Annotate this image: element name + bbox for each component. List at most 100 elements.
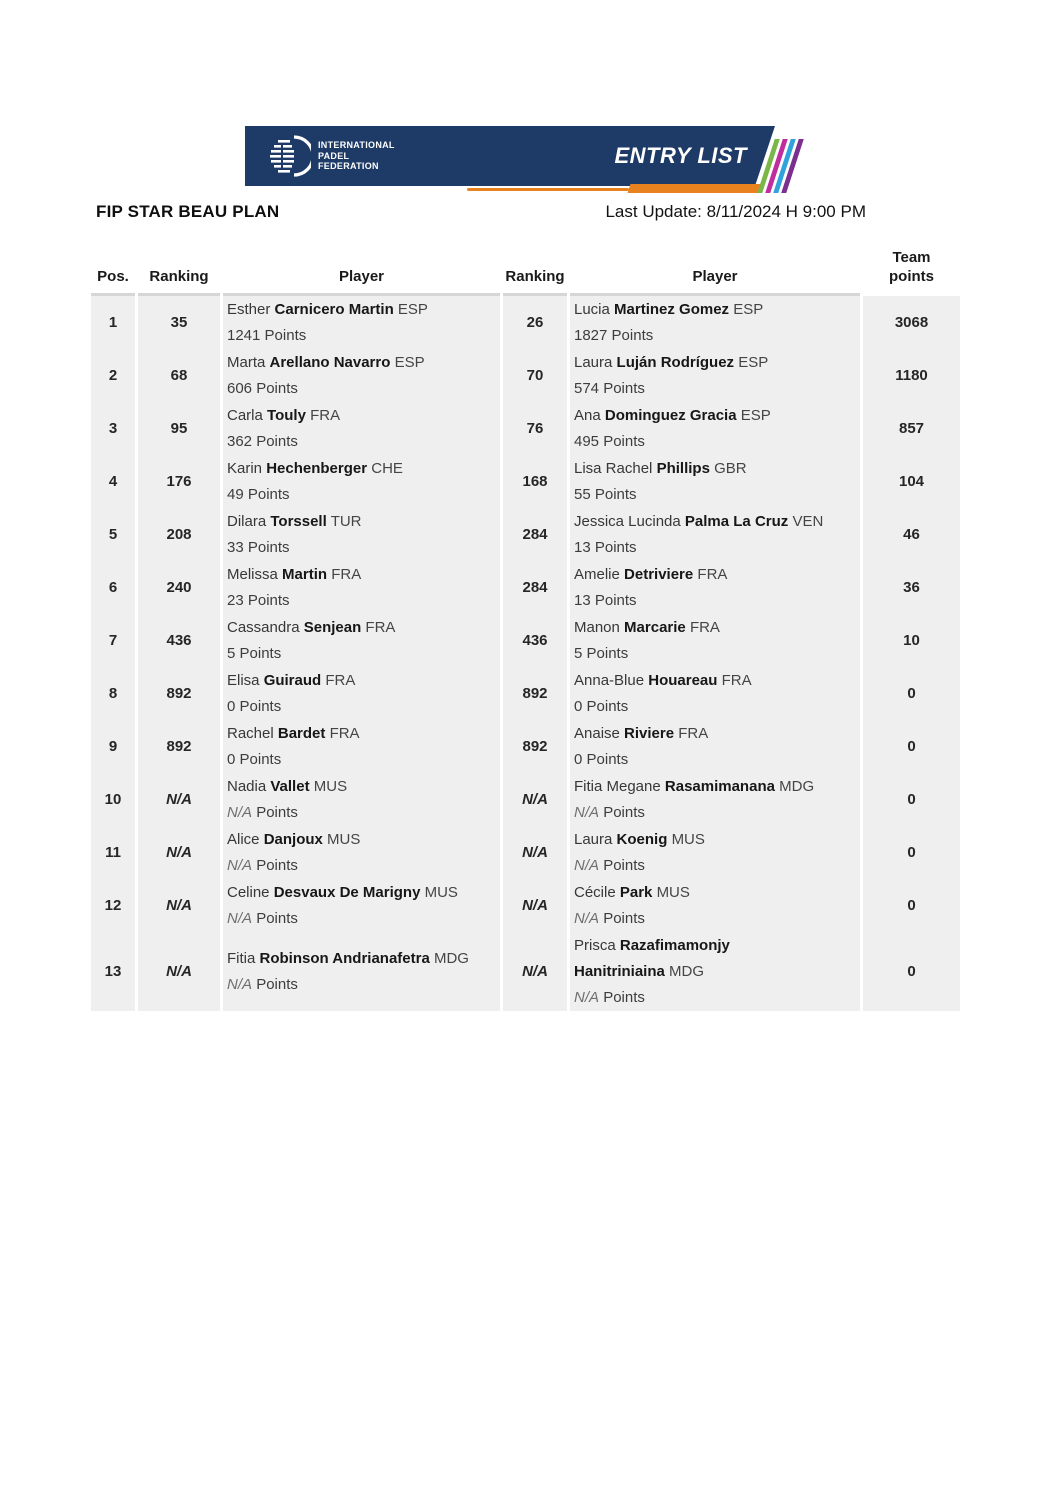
ranking2-cell: 284	[503, 561, 567, 614]
team-points-cell: 1180	[863, 349, 960, 402]
player1-cell: Marta Arellano Navarro ESP 606 Points	[223, 349, 500, 402]
col-header-ranking2: Ranking	[503, 248, 567, 296]
position-cell: 2	[91, 349, 135, 402]
ranking2-cell: 168	[503, 455, 567, 508]
col-header-team-points: Team points	[889, 249, 934, 285]
position-cell: 3	[91, 402, 135, 455]
player1-cell: Karin Hechenberger CHE 49 Points	[223, 455, 500, 508]
player2-name: Anna-Blue Houareau FRA	[574, 672, 752, 689]
table-row: 12 N/A Celine Desvaux De Marigny MUS N/A…	[91, 879, 960, 932]
table-row: 11 N/A Alice Danjoux MUS N/A Points N/A …	[91, 826, 960, 879]
player1-cell: Esther Carnicero Martin ESP 1241 Points	[223, 296, 500, 349]
player2-points: N/A Points	[574, 989, 645, 1006]
player1-name: Celine Desvaux De Marigny MUS	[227, 884, 458, 901]
team-points-cell: 46	[863, 508, 960, 561]
player2-cell: Manon Marcarie FRA 5 Points	[570, 614, 860, 667]
last-update-label: Last Update: 8/11/2024 H 9:00 PM	[605, 202, 866, 221]
position-cell: 13	[91, 932, 135, 1011]
player2-name: Lisa Rachel Phillips GBR	[574, 460, 747, 477]
team-points-cell: 10	[863, 614, 960, 667]
player2-points: N/A Points	[574, 804, 645, 821]
player2-points: 0 Points	[574, 698, 629, 715]
player2-points: 574 Points	[574, 380, 645, 397]
player2-points: 5 Points	[574, 645, 629, 662]
player2-cell: Anna-Blue Houareau FRA 0 Points	[570, 667, 860, 720]
padel-ball-icon	[265, 135, 311, 177]
player2-points: 495 Points	[574, 433, 645, 450]
player2-points: N/A Points	[574, 910, 645, 927]
player2-name: Cécile Park MUS	[574, 884, 690, 901]
player2-cell: Amelie Detriviere FRA 13 Points	[570, 561, 860, 614]
player2-points: 0 Points	[574, 751, 629, 768]
player2-name: Laura Luján Rodríguez ESP	[574, 354, 769, 371]
position-cell: 8	[91, 667, 135, 720]
player1-name: Karin Hechenberger CHE	[227, 460, 403, 477]
banner-color-stripes	[757, 139, 804, 193]
table-row: 6 240 Melissa Martin FRA 23 Points 284 A…	[91, 561, 960, 614]
logo-line-2: PADEL	[318, 150, 350, 161]
position-cell: 4	[91, 455, 135, 508]
table-header-row: Pos. Ranking Player Ranking Player Team …	[91, 248, 960, 296]
player1-points: 606 Points	[227, 380, 298, 397]
player1-cell: Nadia Vallet MUS N/A Points	[223, 773, 500, 826]
ranking2-cell: 436	[503, 614, 567, 667]
player2-points: 1827 Points	[574, 327, 654, 344]
player2-cell: Prisca Razafimamonjy Hanitriniaina MDG N…	[570, 932, 860, 1011]
player1-name: Alice Danjoux MUS	[227, 831, 361, 848]
ranking1-cell: 176	[138, 455, 220, 508]
ranking1-cell: 892	[138, 667, 220, 720]
col-header-ranking1: Ranking	[138, 248, 220, 296]
player1-points: 362 Points	[227, 433, 298, 450]
player2-name: Prisca Razafimamonjy Hanitriniaina MDG	[574, 937, 730, 980]
team-points-cell: 0	[863, 826, 960, 879]
player1-points: 33 Points	[227, 539, 290, 556]
ranking1-cell: 240	[138, 561, 220, 614]
player2-cell: Lucia Martinez Gomez ESP 1827 Points	[570, 296, 860, 349]
player1-name: Esther Carnicero Martin ESP	[227, 301, 428, 318]
position-cell: 12	[91, 879, 135, 932]
ranking2-cell: 70	[503, 349, 567, 402]
logo-line-1: INTERNATIONAL	[318, 140, 395, 151]
player1-name: Fitia Robinson Andrianafetra MDG	[227, 950, 469, 967]
player1-name: Dilara Torssell TUR	[227, 513, 362, 530]
player1-name: Nadia Vallet MUS	[227, 778, 348, 795]
ranking2-cell: 892	[503, 667, 567, 720]
team-points-cell: 0	[863, 879, 960, 932]
position-cell: 1	[91, 296, 135, 349]
fip-logo: INTERNATIONAL PADEL FEDERATION	[265, 135, 395, 177]
ranking1-cell: N/A	[138, 879, 220, 932]
player1-cell: Carla Touly FRA 362 Points	[223, 402, 500, 455]
ranking1-cell: 892	[138, 720, 220, 773]
ranking1-cell: 68	[138, 349, 220, 402]
player1-points: 49 Points	[227, 486, 290, 503]
player1-cell: Fitia Robinson Andrianafetra MDG N/A Poi…	[223, 932, 500, 1011]
player1-cell: Celine Desvaux De Marigny MUS N/A Points	[223, 879, 500, 932]
player1-name: Carla Touly FRA	[227, 407, 341, 424]
ranking2-cell: N/A	[503, 826, 567, 879]
player1-cell: Alice Danjoux MUS N/A Points	[223, 826, 500, 879]
table-row: 7 436 Cassandra Senjean FRA 5 Points 436…	[91, 614, 960, 667]
player2-cell: Anaise Riviere FRA 0 Points	[570, 720, 860, 773]
banner-background: INTERNATIONAL PADEL FEDERATION ENTRY LIS…	[245, 126, 775, 186]
logo-wordmark: INTERNATIONAL PADEL FEDERATION	[318, 140, 395, 172]
ranking1-cell: N/A	[138, 826, 220, 879]
player2-points: 13 Points	[574, 592, 637, 609]
player2-name: Ana Dominguez Gracia ESP	[574, 407, 771, 424]
col-header-player1: Player	[223, 248, 500, 296]
col-header-player2: Player	[570, 248, 860, 296]
player2-cell: Laura Koenig MUS N/A Points	[570, 826, 860, 879]
player1-cell: Rachel Bardet FRA 0 Points	[223, 720, 500, 773]
player2-name: Amelie Detriviere FRA	[574, 566, 728, 583]
team-points-cell: 0	[863, 773, 960, 826]
position-cell: 6	[91, 561, 135, 614]
title-row: FIP STAR BEAU PLAN Last Update: 8/11/202…	[96, 202, 866, 222]
player2-points: N/A Points	[574, 857, 645, 874]
team-points-cell: 36	[863, 561, 960, 614]
table-row: 10 N/A Nadia Vallet MUS N/A Points N/A F…	[91, 773, 960, 826]
player2-name: Lucia Martinez Gomez ESP	[574, 301, 764, 318]
player1-points: 1241 Points	[227, 327, 307, 344]
player1-name: Marta Arellano Navarro ESP	[227, 354, 425, 371]
player1-name: Rachel Bardet FRA	[227, 725, 360, 742]
ranking1-cell: 95	[138, 402, 220, 455]
